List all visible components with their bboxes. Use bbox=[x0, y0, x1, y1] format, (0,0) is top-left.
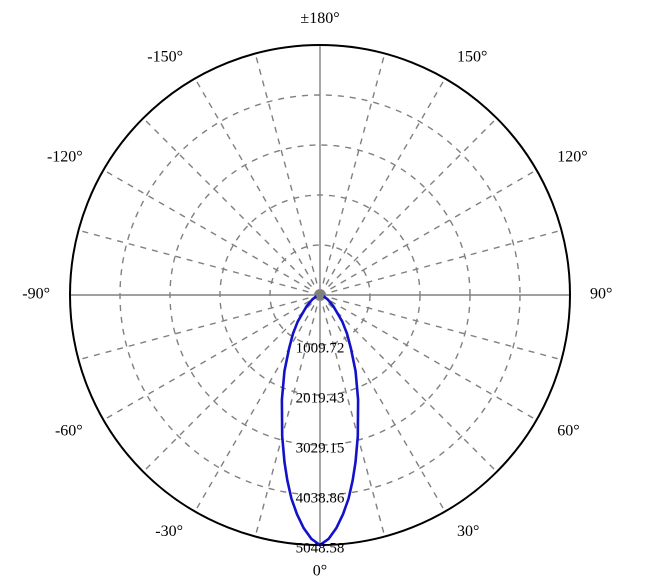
angle-label: 90° bbox=[590, 286, 612, 303]
polar-chart: 0° 30° -30° 60° -60° 90° -90° 120° -120° 150° -150… bbox=[0, 0, 648, 587]
angle-label: 120° bbox=[557, 149, 587, 166]
angle-label: -90° bbox=[22, 286, 50, 303]
angle-label: 30° bbox=[457, 523, 479, 540]
angle-label: 150° bbox=[457, 48, 487, 65]
angle-label: -30° bbox=[155, 523, 183, 540]
angle-label: 60° bbox=[557, 423, 579, 440]
radial-tick-label: 2019.43 bbox=[296, 390, 345, 406]
radial-tick-label: 4038.86 bbox=[296, 490, 345, 506]
radial-tick-label: 3029.15 bbox=[296, 440, 345, 456]
radial-tick-label: 1009.72 bbox=[296, 340, 345, 356]
center-hub bbox=[316, 291, 324, 299]
polar-chart-svg: 0° 30° -30° 60° -60° 90° -90° 120° -120° 150° -150… bbox=[0, 0, 648, 587]
angle-label: 0° bbox=[313, 562, 327, 579]
angle-label: ±180° bbox=[300, 10, 339, 27]
angle-label: -120° bbox=[47, 149, 83, 166]
angle-label: -60° bbox=[55, 423, 83, 440]
angle-label: -150° bbox=[147, 48, 183, 65]
radial-tick-label: 5048.58 bbox=[296, 540, 345, 556]
